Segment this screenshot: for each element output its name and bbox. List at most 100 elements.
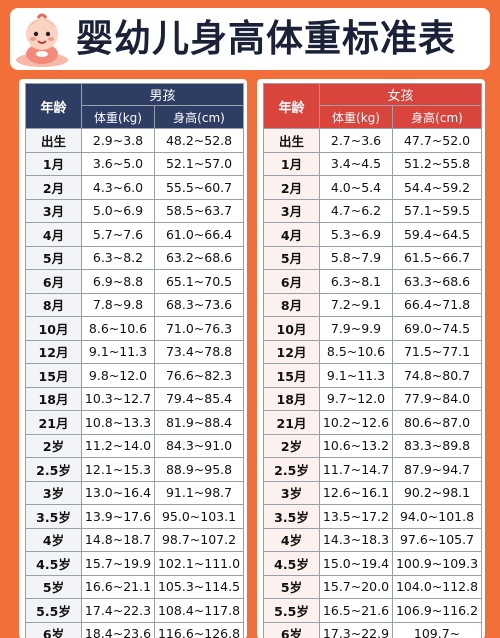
weight-cell: 9.1~11.3	[81, 339, 155, 364]
table-row: 15月 9.1~11.3 74.8~80.7	[263, 363, 483, 388]
age-cell: 出生	[25, 128, 82, 153]
height-cell: 61.5~66.7	[391, 245, 483, 270]
age-cell: 12月	[263, 339, 320, 364]
weight-cell: 7.8~9.8	[81, 292, 155, 317]
table-row: 6月 6.3~8.1 63.3~68.6	[263, 269, 483, 294]
table-row: 1月 3.4~4.5 51.2~55.8	[263, 151, 483, 176]
table-row: 4.5岁 15.0~19.4 100.9~109.3	[263, 551, 483, 576]
age-cell: 4.5岁	[25, 551, 82, 576]
age-cell: 18月	[263, 386, 320, 411]
height-cell: 108.4~117.8	[153, 598, 245, 623]
height-cell: 58.5~63.7	[153, 198, 245, 223]
age-cell: 12月	[25, 339, 82, 364]
age-cell: 6月	[25, 269, 82, 294]
table-row: 10月 7.9~9.9 69.0~74.5	[263, 316, 483, 341]
weight-cell: 6.9~8.8	[81, 269, 155, 294]
table-row: 3.5岁 13.5~17.2 94.0~101.8	[263, 504, 483, 529]
age-cell: 4月	[25, 222, 82, 247]
age-cell: 15月	[263, 363, 320, 388]
age-cell: 10月	[263, 316, 320, 341]
weight-cell: 4.7~6.2	[319, 198, 393, 223]
age-cell: 2月	[263, 175, 320, 200]
table-row: 4岁 14.8~18.7 98.7~107.2	[25, 527, 245, 552]
table-row: 4月 5.7~7.6 61.0~66.4	[25, 222, 245, 247]
table-row: 8月 7.2~9.1 66.4~71.8	[263, 292, 483, 317]
height-cell: 59.4~64.5	[391, 222, 483, 247]
age-cell: 5月	[263, 245, 320, 270]
table-row: 8月 7.8~9.8 68.3~73.6	[25, 292, 245, 317]
boys-table: 年龄 男孩 体重(kg) 身高(cm) 出生 2.9~3.8 48.2~52.8 1月…	[25, 83, 245, 638]
weight-cell: 17.4~22.3	[81, 598, 155, 623]
table-row: 6月 6.9~8.8 65.1~70.5	[25, 269, 245, 294]
height-cell: 69.0~74.5	[391, 316, 483, 341]
age-cell: 4月	[263, 222, 320, 247]
weight-cell: 11.2~14.0	[81, 433, 155, 458]
weight-cell: 14.8~18.7	[81, 527, 155, 552]
age-cell: 4.5岁	[263, 551, 320, 576]
age-cell: 18月	[25, 386, 82, 411]
weight-cell: 7.2~9.1	[319, 292, 393, 317]
height-cell: 77.9~84.0	[391, 386, 483, 411]
height-cell: 55.5~60.7	[153, 175, 245, 200]
girls-table-body: 出生 2.7~3.6 47.7~52.0 1月 3.4~4.5 51.2~55.8 2月 4.…	[263, 128, 483, 638]
height-cell: 83.3~89.8	[391, 433, 483, 458]
height-cell: 51.2~55.8	[391, 151, 483, 176]
table-row: 21月 10.8~13.3 81.9~88.4	[25, 410, 245, 435]
age-cell: 5.5岁	[25, 598, 82, 623]
height-cell: 73.4~78.8	[153, 339, 245, 364]
age-cell: 15月	[25, 363, 82, 388]
height-cell: 48.2~52.8	[153, 128, 245, 153]
girls-header: 女孩	[318, 83, 483, 106]
age-cell: 2.5岁	[263, 457, 320, 482]
title-banner: 婴幼儿身高体重标准表	[10, 8, 490, 70]
weight-cell: 3.4~4.5	[319, 151, 393, 176]
height-cell: 63.3~68.6	[391, 269, 483, 294]
weight-cell: 10.6~13.2	[319, 433, 393, 458]
weight-cell: 12.1~15.3	[81, 457, 155, 482]
weight-cell: 14.3~18.3	[319, 527, 393, 552]
age-cell: 6岁	[25, 621, 82, 638]
age-column-header: 年龄	[263, 83, 320, 129]
weight-cell: 5.7~7.6	[81, 222, 155, 247]
weight-column-header: 体重(kg)	[319, 105, 393, 129]
weight-cell: 8.6~10.6	[81, 316, 155, 341]
weight-cell: 4.3~6.0	[81, 175, 155, 200]
table-row: 15月 9.8~12.0 76.6~82.3	[25, 363, 245, 388]
table-row: 2.5岁 12.1~15.3 88.9~95.8	[25, 457, 245, 482]
age-column-header: 年龄	[25, 83, 82, 129]
height-cell: 74.8~80.7	[391, 363, 483, 388]
table-row: 出生 2.7~3.6 47.7~52.0	[263, 128, 483, 153]
height-cell: 98.7~107.2	[153, 527, 245, 552]
height-cell: 66.4~71.8	[391, 292, 483, 317]
age-cell: 21月	[263, 410, 320, 435]
boys-panel: 年龄 男孩 体重(kg) 身高(cm) 出生 2.9~3.8 48.2~52.8 1月…	[19, 79, 247, 638]
height-cell: 90.2~98.1	[391, 480, 483, 505]
weight-cell: 13.9~17.6	[81, 504, 155, 529]
age-cell: 5岁	[263, 574, 320, 599]
age-cell: 3.5岁	[25, 504, 82, 529]
weight-cell: 10.8~13.3	[81, 410, 155, 435]
table-row: 5岁 15.7~20.0 104.0~112.8	[263, 574, 483, 599]
weight-column-header: 体重(kg)	[81, 105, 155, 129]
height-cell: 88.9~95.8	[153, 457, 245, 482]
weight-cell: 6.3~8.1	[319, 269, 393, 294]
height-cell: 71.5~77.1	[391, 339, 483, 364]
table-row: 2岁 11.2~14.0 84.3~91.0	[25, 433, 245, 458]
age-cell: 出生	[263, 128, 320, 153]
age-cell: 3岁	[25, 480, 82, 505]
age-cell: 4岁	[25, 527, 82, 552]
age-cell: 1月	[25, 151, 82, 176]
height-cell: 71.0~76.3	[153, 316, 245, 341]
age-cell: 2月	[25, 175, 82, 200]
age-cell: 5岁	[25, 574, 82, 599]
age-cell: 21月	[25, 410, 82, 435]
girls-panel: 年龄 女孩 体重(kg) 身高(cm) 出生 2.7~3.6 47.7~52.0 1月…	[257, 79, 485, 638]
age-cell: 3月	[263, 198, 320, 223]
age-cell: 2.5岁	[25, 457, 82, 482]
boys-header: 男孩	[80, 83, 245, 106]
height-cell: 84.3~91.0	[153, 433, 245, 458]
weight-cell: 9.8~12.0	[81, 363, 155, 388]
height-cell: 80.6~87.0	[391, 410, 483, 435]
height-cell: 76.6~82.3	[153, 363, 245, 388]
age-cell: 3.5岁	[263, 504, 320, 529]
